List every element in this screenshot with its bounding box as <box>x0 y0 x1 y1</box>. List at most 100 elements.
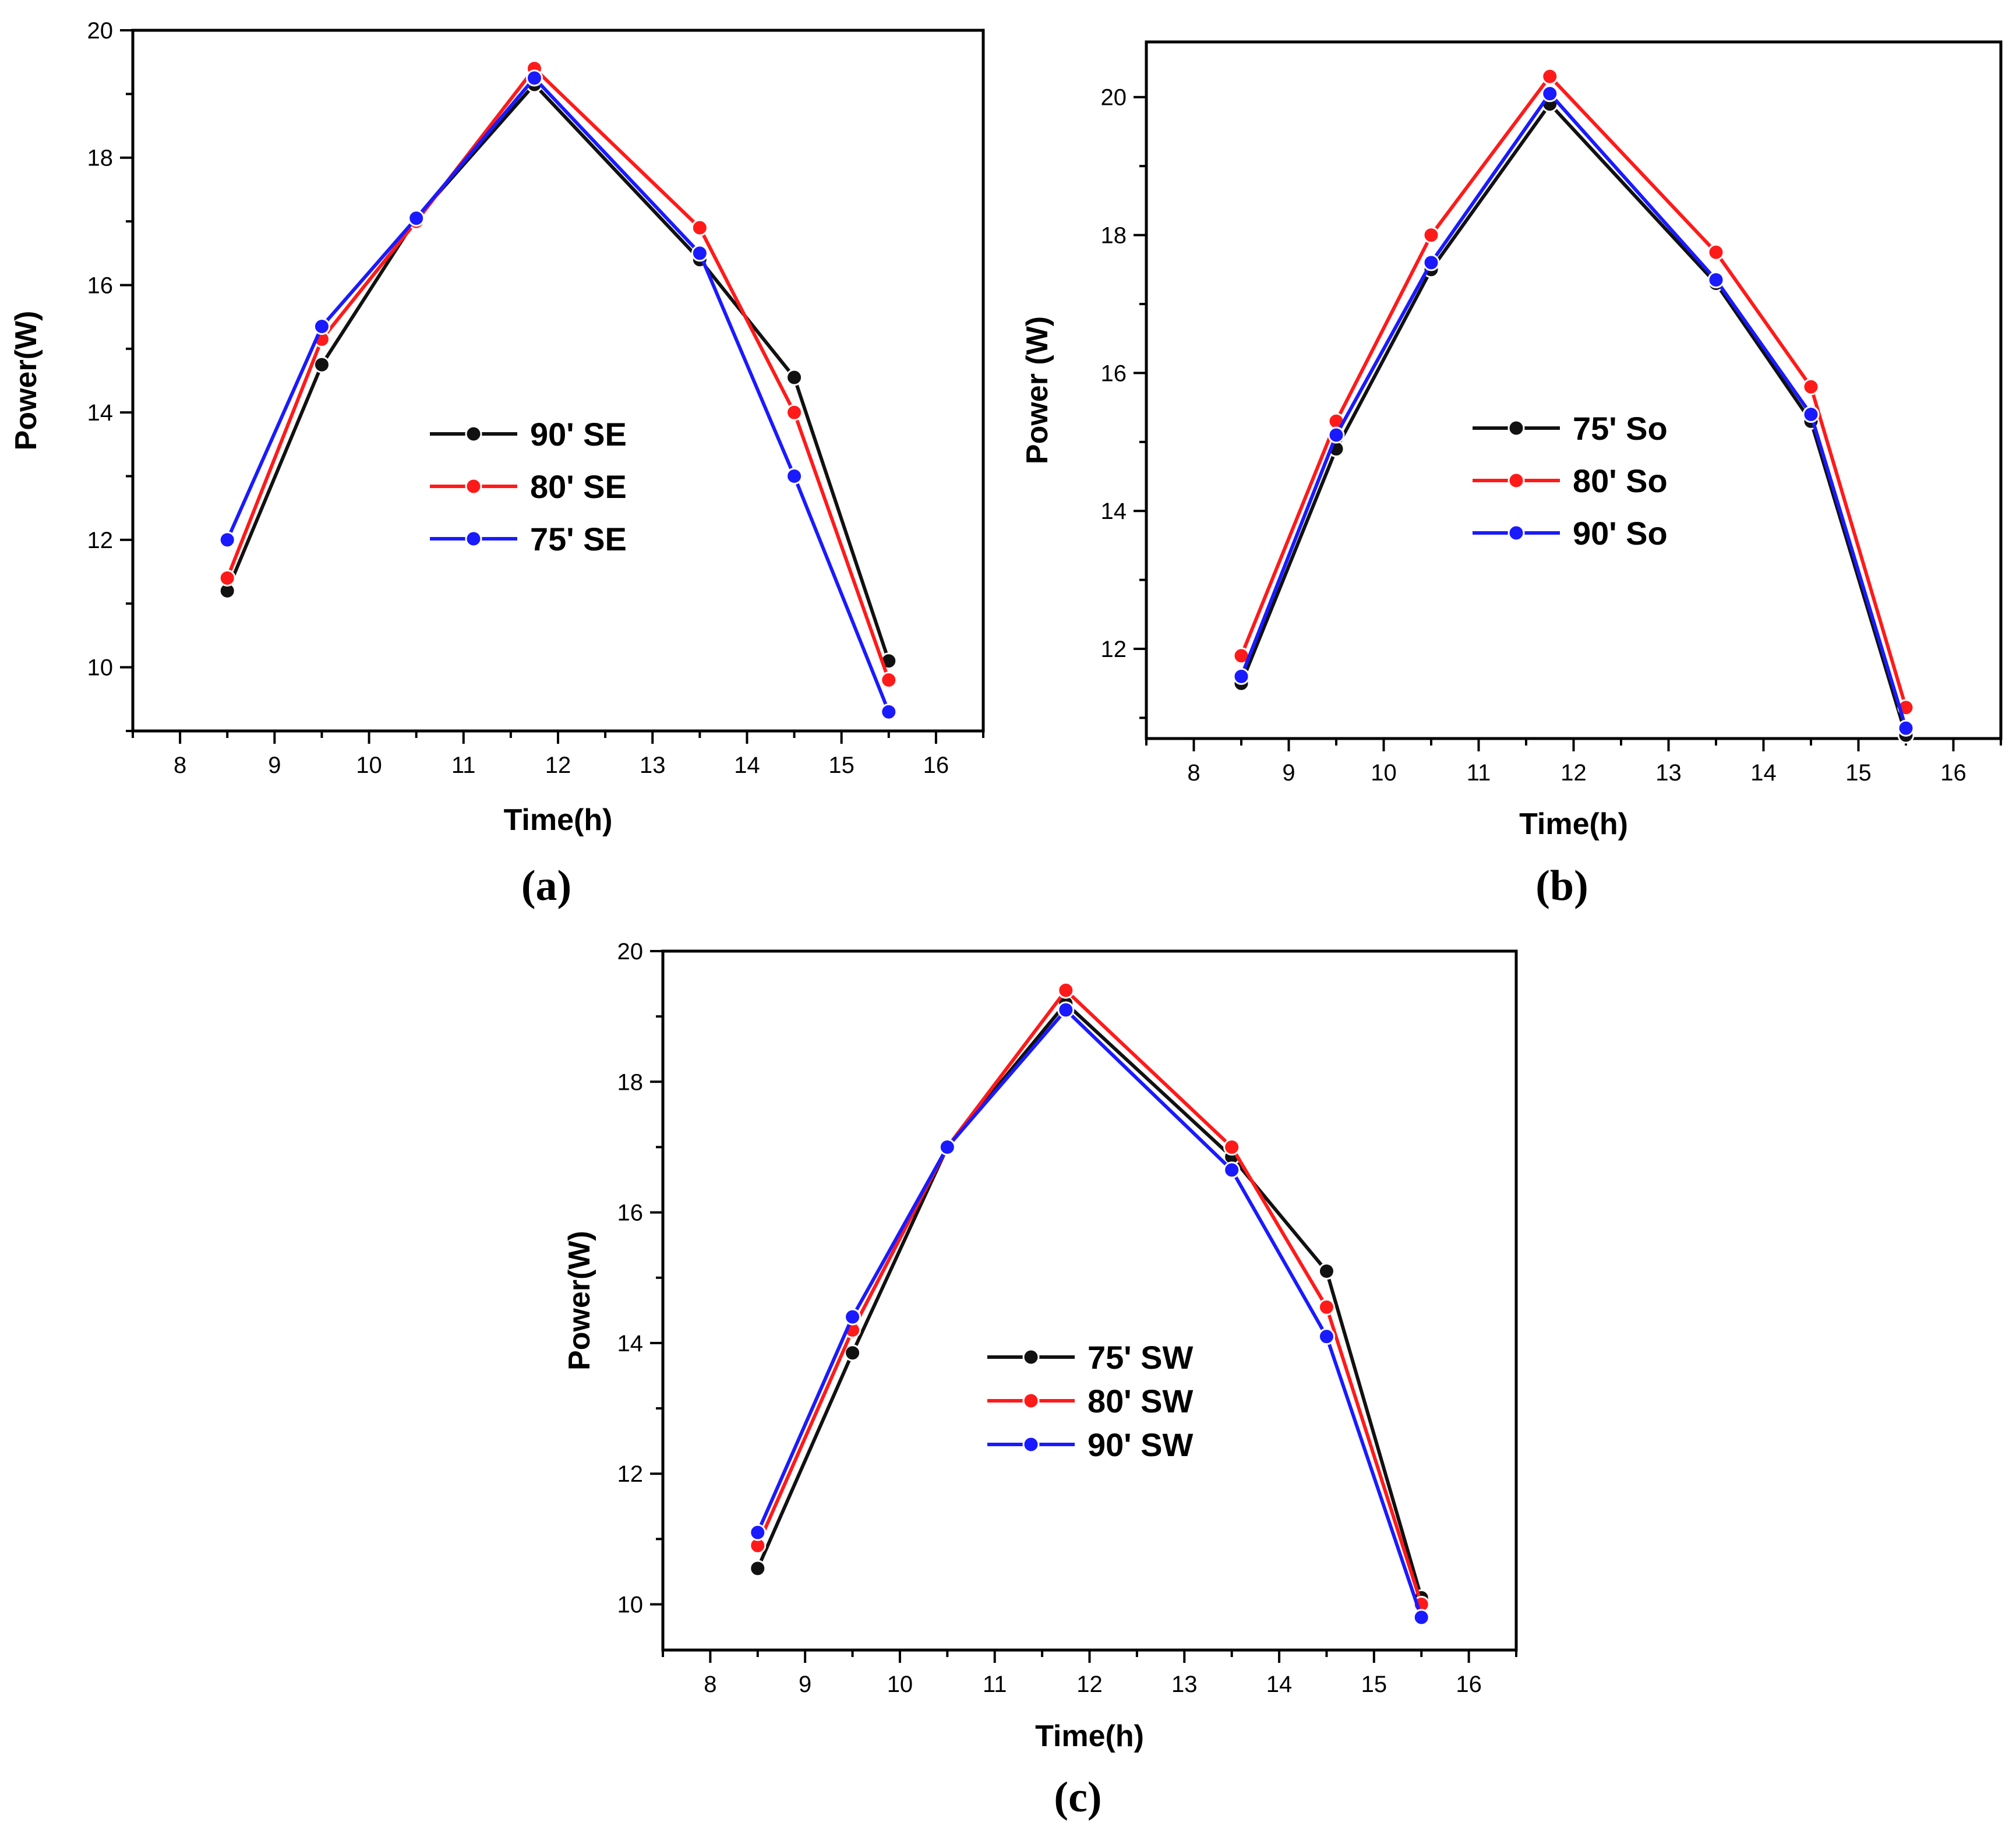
y-tick-label: 18 <box>1101 223 1127 249</box>
x-tick-label: 11 <box>983 1672 1007 1697</box>
panel-label: (b) <box>1535 862 1588 910</box>
legend-marker-1 <box>1507 419 1525 437</box>
data-point <box>313 356 330 373</box>
x-tick-label: 13 <box>1655 760 1682 786</box>
y-tick-label: 20 <box>1101 85 1127 111</box>
y-tick-label: 14 <box>1101 499 1127 524</box>
legend-marker-1 <box>465 425 482 443</box>
data-point <box>691 245 708 262</box>
x-axis-title: Time(h) <box>504 803 613 837</box>
x-tick-label: 13 <box>1171 1672 1198 1697</box>
data-point <box>1318 1263 1335 1280</box>
data-point <box>749 1524 767 1541</box>
data-point <box>1057 981 1075 999</box>
data-point <box>1422 254 1440 271</box>
x-axis-title: Time(h) <box>1035 1719 1144 1753</box>
x-tick-label: 9 <box>799 1672 811 1697</box>
x-tick-label: 14 <box>1266 1672 1293 1697</box>
x-tick-label: 10 <box>887 1672 913 1697</box>
data-point <box>1541 85 1559 103</box>
legend-label-2: 80' So <box>1573 462 1668 499</box>
series-line-2 <box>756 988 1424 1605</box>
y-axis-title: Power(W) <box>563 1231 596 1370</box>
x-tick-label: 8 <box>174 753 186 778</box>
data-point <box>218 531 236 549</box>
legend-label-1: 75' SW <box>1088 1339 1194 1376</box>
x-tick-label: 15 <box>1845 760 1872 786</box>
x-tick-label: 14 <box>734 753 760 778</box>
y-axis-title: Power (W) <box>1021 316 1054 464</box>
data-point <box>786 404 803 421</box>
legend-label-3: 90' SW <box>1088 1426 1194 1463</box>
legend-marker-3 <box>1022 1436 1040 1453</box>
x-tick-label: 9 <box>1282 760 1295 786</box>
legend-marker-2 <box>1022 1392 1040 1410</box>
data-point <box>880 672 898 689</box>
x-tick-label: 8 <box>704 1672 716 1697</box>
legend-marker-1 <box>1022 1348 1040 1366</box>
x-tick-label: 14 <box>1750 760 1777 786</box>
y-tick-label: 20 <box>87 18 114 44</box>
data-point <box>1223 1138 1241 1156</box>
data-point <box>691 219 708 236</box>
legend-marker-3 <box>1507 524 1525 542</box>
data-point <box>844 1344 862 1362</box>
data-point <box>880 703 898 720</box>
data-point <box>1318 1328 1335 1345</box>
data-point <box>844 1308 862 1326</box>
data-point <box>1802 378 1820 395</box>
legend-label-3: 75' SE <box>530 521 627 557</box>
x-axis-title: Time(h) <box>1519 807 1628 841</box>
data-point <box>525 69 543 87</box>
x-tick-label: 12 <box>1076 1672 1103 1697</box>
y-tick-label: 14 <box>617 1331 644 1356</box>
chart-panel-c: 8 9 10 11 12 13 14 15 16 10 12 14 16 18 20 Time(h) Power… <box>563 939 1518 1821</box>
y-tick-label: 16 <box>87 273 114 298</box>
data-point <box>1223 1161 1241 1179</box>
y-tick-label: 12 <box>1101 637 1127 662</box>
x-tick-label: 11 <box>1467 760 1491 786</box>
legend-label-1: 90' SE <box>530 416 627 453</box>
x-tick-label: 12 <box>1560 760 1587 786</box>
x-tick-label: 10 <box>1371 760 1397 786</box>
y-tick-label: 20 <box>617 939 644 965</box>
x-tick-label: 12 <box>545 753 571 778</box>
data-point <box>938 1138 956 1156</box>
data-point <box>408 210 425 227</box>
data-point <box>1422 227 1440 244</box>
y-tick-label: 10 <box>87 655 114 681</box>
x-tick-label: 11 <box>451 753 476 778</box>
data-point <box>1233 667 1250 685</box>
legend-label-3: 90' So <box>1573 515 1668 552</box>
x-tick-label: 16 <box>1940 760 1966 786</box>
series-line-3 <box>225 76 891 713</box>
data-point <box>1327 426 1345 444</box>
data-point <box>749 1560 767 1577</box>
x-tick-label: 16 <box>1456 1672 1482 1697</box>
data-point <box>1057 1001 1075 1019</box>
y-tick-label: 18 <box>87 146 114 171</box>
data-point <box>1413 1609 1430 1626</box>
legend-label-2: 80' SW <box>1088 1383 1194 1419</box>
data-point <box>1707 243 1725 261</box>
legend-marker-3 <box>465 530 482 547</box>
plot-frame <box>661 949 1518 1652</box>
legend-label-2: 80' SE <box>530 468 627 505</box>
chart-panel-a: 8 9 10 11 12 13 14 15 16 10 12 14 16 18 20 Time(h) Power… <box>9 18 985 910</box>
y-tick-label: 18 <box>617 1069 644 1095</box>
x-tick-label: 8 <box>1187 760 1200 786</box>
data-point <box>1802 405 1820 423</box>
data-point <box>1318 1298 1335 1316</box>
x-tick-label: 15 <box>828 753 855 778</box>
chart-panel-b: 8 9 10 11 12 13 14 15 16 12 14 16 18 20 Time(h) Power (… <box>1021 40 2003 910</box>
plot-frame <box>1145 40 2003 740</box>
x-tick-label: 9 <box>268 753 281 778</box>
y-tick-label: 12 <box>87 528 114 553</box>
legend-marker-2 <box>1507 472 1525 489</box>
data-point <box>786 369 803 386</box>
y-tick-label: 10 <box>617 1592 644 1617</box>
data-point <box>313 318 330 335</box>
y-tick-label: 14 <box>87 400 114 426</box>
data-point <box>1897 719 1915 737</box>
